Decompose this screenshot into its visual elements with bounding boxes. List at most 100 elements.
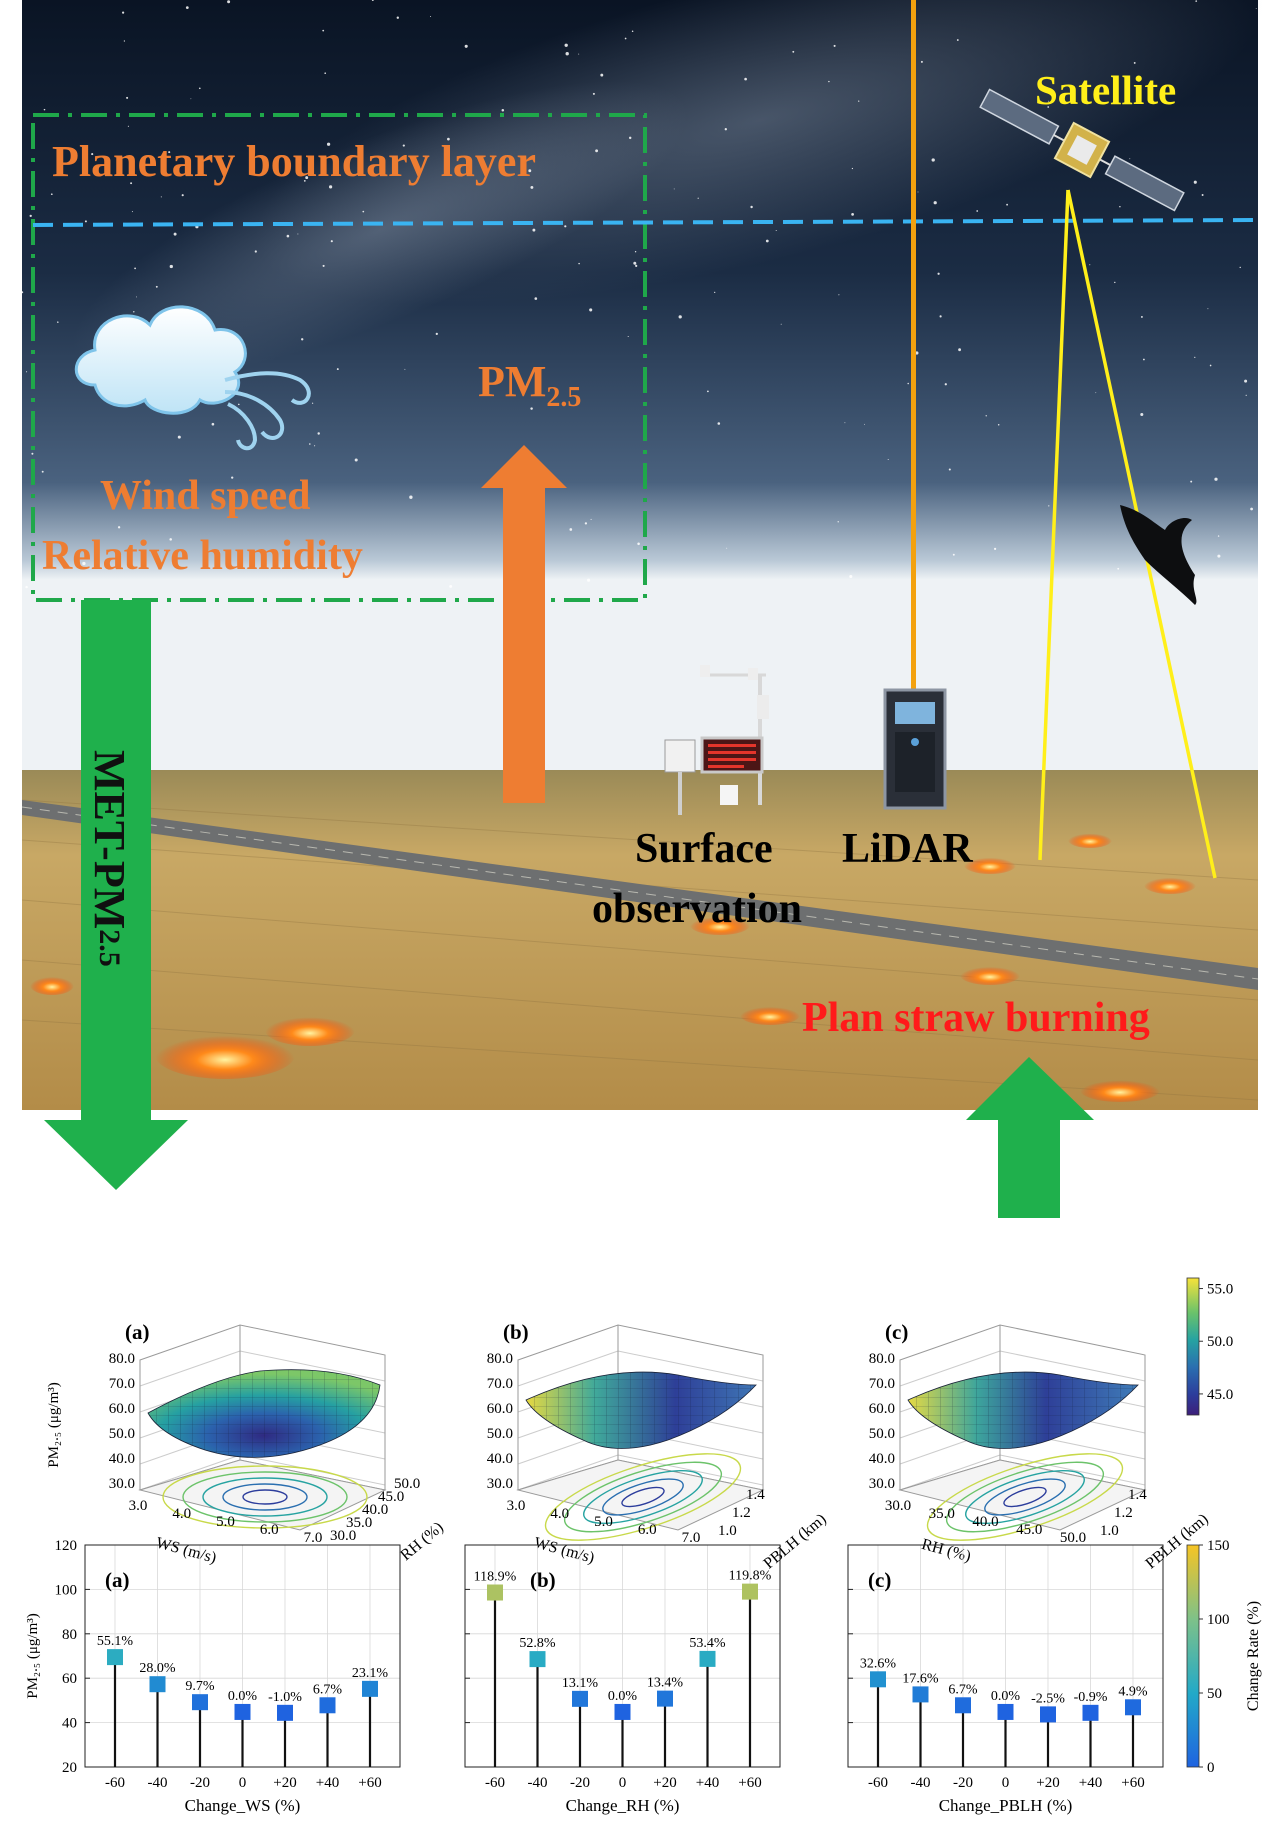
x-tick-label: 3.0 [129,1498,148,1514]
surface-contours [544,1453,742,1541]
surface-station-icon [664,665,769,815]
y-tick-label: 50.0 [394,1476,420,1492]
z-tick-label: 30.0 [869,1476,895,1492]
x-tick-label: 7.0 [682,1530,701,1546]
y-tick-label: 1.0 [718,1523,737,1539]
z-tick-label: 60.0 [109,1401,135,1417]
colorbar-tick-label: 100 [1207,1612,1230,1628]
x-tick-label: -20 [190,1775,210,1791]
data-label: 6.7% [313,1682,343,1697]
stem-chart-c: (c) 32.6% -60 17.6% -40 6.7% -20 0.0% 0 -2.5% +20 -… [847,1544,1164,1815]
data-label: 23.1% [352,1666,389,1681]
data-label: 0.0% [608,1689,638,1704]
cloud-wind-icon [74,305,311,451]
y-tick-label: 60 [62,1671,77,1687]
lidar-label: LiDAR [842,826,973,872]
x-tick-label: +60 [358,1775,381,1791]
z-tick-label: 40.0 [869,1451,895,1467]
data-label: 0.0% [228,1689,258,1704]
stem-marker [699,1650,716,1667]
satellite-icon [979,88,1185,212]
x-tick-label: 7.0 [304,1530,323,1546]
x-axis-label: Change_WS (%) [185,1796,301,1815]
x-tick-label: +20 [653,1775,676,1791]
x-axis-label: Change_RH (%) [566,1796,680,1815]
z-axis-label: PM₂.₅ (μg/m³) [46,1382,62,1468]
chart-panel-tag: (b) [530,1568,556,1592]
data-label: -2.5% [1031,1691,1065,1706]
surface-observation-label-1: Surface [635,826,773,872]
z-tick-label: 50.0 [869,1426,895,1442]
y-tick-label: 20 [62,1760,77,1776]
stem-marker [149,1676,166,1693]
stem-marker [319,1697,336,1714]
chart-panel-tag: (a) [105,1568,130,1592]
colorbar-tick-label: 150 [1207,1538,1230,1554]
stem-marker [487,1584,503,1601]
stem-marker [1082,1704,1099,1721]
x-tick-label: 40.0 [972,1514,998,1530]
surface-panel-a: (a) 80.0 70.0 60.0 50.0 40.0 30.0 PM₂.₅ (μg/m³)… [46,1320,447,1567]
colorbar-tick-label: 0 [1207,1760,1215,1776]
stem-marker [870,1671,886,1688]
x-tick-label: 6.0 [638,1522,657,1538]
surface-colorbar: 55.0 50.0 45.0 [1186,1277,1233,1416]
x-tick-label: +40 [316,1775,339,1791]
stem-marker [742,1583,758,1600]
data-label: 13.4% [647,1676,684,1691]
y-axis-label: RH (%) [397,1519,446,1564]
x-tick-label: -60 [485,1775,505,1791]
stem-marker [1125,1699,1141,1716]
y-axis-label: PBLH (km) [1143,1511,1212,1573]
y-axis-label: PM₂.₅ (μg/m³) [25,1613,41,1699]
pbl-box [31,113,647,602]
y-tick-label: 35.0 [346,1515,372,1531]
colorbar-tick-label: 50 [1207,1686,1222,1702]
stem-marker [912,1686,929,1703]
data-label: 13.1% [562,1676,599,1691]
stem-chart-a: 20 40 60 80 100 120 PM₂.₅ (μg/m³) (a) 55.1% -60 28… [25,1538,401,1815]
data-label: 32.6% [860,1656,897,1671]
x-tick-label: -20 [953,1775,973,1791]
stem-marker [614,1703,631,1720]
burning-plan-arrow [966,1057,1094,1218]
y-tick-label: 80 [62,1627,77,1643]
x-tick-label: +20 [273,1775,296,1791]
stem-marker [1040,1706,1056,1723]
z-tick-label: 60.0 [487,1401,513,1417]
stem-chart-b: (b) 118.9% -60 52.8% -40 13.1% -20 0.0% 0 13.4% +2… [464,1544,781,1815]
x-tick-label: +40 [1079,1775,1102,1791]
x-tick-label: -40 [148,1775,168,1791]
stem-marker [572,1690,588,1707]
colorbar-tick-label: 50.0 [1207,1334,1233,1350]
y-tick-label: 1.0 [1100,1523,1119,1539]
y-tick-label: 1.4 [746,1487,765,1503]
satellite-label: Satellite [1035,67,1177,113]
met-pm-arrow [44,600,188,1190]
z-tick-label: 40.0 [109,1451,135,1467]
x-tick-label: 50.0 [1060,1530,1086,1546]
x-tick-label: -20 [570,1775,590,1791]
x-tick-label: 4.0 [172,1506,191,1522]
y-tick-label: 40.0 [362,1502,388,1518]
pm25-sub: 2.5 [546,381,582,413]
surface-observation-label-2: observation [592,886,802,932]
colorbar-tick-label: 55.0 [1207,1282,1233,1298]
stem-marker [997,1703,1014,1720]
x-tick-label: +40 [696,1775,719,1791]
data-label: 118.9% [474,1570,517,1585]
pm25-main: PM [478,357,547,406]
stem-marker [192,1694,208,1711]
stem-marker [107,1649,123,1666]
data-label: 17.6% [902,1671,939,1686]
pbl-label: Planetary boundary layer [52,137,536,186]
pm-emission-arrow [481,445,567,803]
surface-panel-b: (b) 80.0 70.0 60.0 50.0 40.0 30.0 3.0 4.0 5.0 6.0 7… [487,1320,830,1572]
bird-silhouette [1120,505,1197,605]
pm25-label: PM2.5 [478,360,581,412]
lidar-beam [911,0,916,690]
stem-marker [955,1697,971,1714]
figure-panels: (a) 80.0 70.0 60.0 50.0 40.0 30.0 PM₂.₅ (μg/m³)… [25,1277,1262,1815]
y-tick-label: 1.2 [1114,1505,1133,1521]
stem-marker [277,1704,293,1721]
